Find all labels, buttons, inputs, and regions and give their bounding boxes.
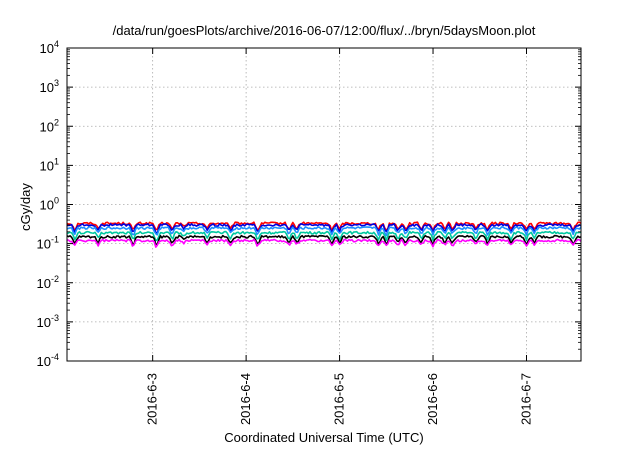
- x-tick-label: 2016-6-7: [518, 373, 533, 425]
- x-axis-label: Coordinated Universal Time (UTC): [224, 430, 423, 445]
- chart-title: /data/run/goesPlots/archive/2016-06-07/1…: [113, 23, 536, 38]
- y-tick-label: 103: [40, 78, 59, 95]
- y-tick-label: 10-4: [37, 352, 59, 369]
- series-line: [66, 238, 582, 248]
- y-tick-label: 104: [40, 39, 59, 56]
- plot-frame: [66, 47, 582, 362]
- series-line: [66, 234, 582, 246]
- series-line: [66, 226, 582, 237]
- y-tick-label: 101: [40, 156, 59, 173]
- y-tick-label: 10-1: [37, 235, 59, 252]
- x-tick-label: 2016-6-6: [425, 373, 440, 425]
- y-tick-label: 10-3: [37, 313, 59, 330]
- series-layer: [66, 221, 582, 248]
- y-tick-label: 100: [40, 196, 59, 213]
- series-line: [66, 223, 582, 234]
- series-line: [66, 230, 582, 242]
- series-line: [66, 221, 582, 232]
- y-tick-label: 10-2: [37, 274, 59, 291]
- x-tick-label: 2016-6-3: [145, 373, 160, 425]
- x-tick-label: 2016-6-4: [238, 373, 253, 425]
- y-axis-label: cGy/day: [18, 183, 33, 231]
- grid-layer: [67, 48, 581, 361]
- x-tick-label: 2016-6-5: [332, 373, 347, 425]
- y-tick-label: 102: [40, 117, 59, 134]
